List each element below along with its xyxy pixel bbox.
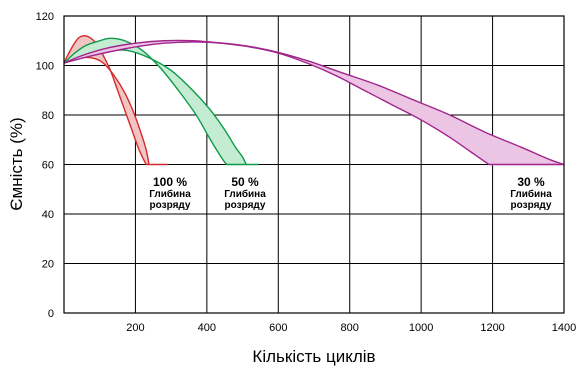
y-tick-label: 40 xyxy=(42,209,54,221)
annotation-100-line2: розряду xyxy=(150,200,191,211)
series-line-2-lower xyxy=(63,41,565,166)
plot-border xyxy=(63,15,565,314)
y-tick-label: 20 xyxy=(42,259,54,271)
y-tick-label: 60 xyxy=(42,160,54,172)
annotation-50-pct: 50 % xyxy=(231,175,259,189)
x-axis-title: Кількість циклів xyxy=(252,347,375,366)
annotation-30-pct: 30 % xyxy=(517,175,545,189)
x-tick-label: 200 xyxy=(126,322,144,334)
y-axis-title: Ємність (%) xyxy=(7,117,26,210)
series-line-2-upper xyxy=(63,39,490,166)
x-tick-label: 400 xyxy=(198,322,216,334)
tick-labels: 200 400 600 800 1000 1200 1400 0 20 40 60 80 100 120 xyxy=(36,11,577,334)
y-tick-label: 80 xyxy=(42,110,54,122)
series-band-1 xyxy=(64,38,247,165)
y-tick-label: 120 xyxy=(36,11,54,23)
y-tick-label: 100 xyxy=(36,61,54,73)
x-tick-label: 800 xyxy=(341,322,359,334)
annotation-50-line2: розряду xyxy=(225,200,266,211)
series-areas xyxy=(63,35,565,166)
series-line-1-upper xyxy=(63,37,228,165)
y-tick-label: 0 xyxy=(48,308,54,320)
annotation-100-line1: Глибина xyxy=(149,188,191,200)
x-tick-label: 600 xyxy=(269,322,287,334)
annotation-30-line1: Глибина xyxy=(510,188,552,200)
x-tick-label: 1400 xyxy=(552,322,576,334)
x-tick-label: 1200 xyxy=(480,322,504,334)
annotation-100-pct: 100 % xyxy=(153,175,187,189)
x-tick-label: 1000 xyxy=(409,322,433,334)
annotation-30-line2: розряду xyxy=(511,200,552,211)
annotation-50-line1: Глибина xyxy=(224,188,266,200)
